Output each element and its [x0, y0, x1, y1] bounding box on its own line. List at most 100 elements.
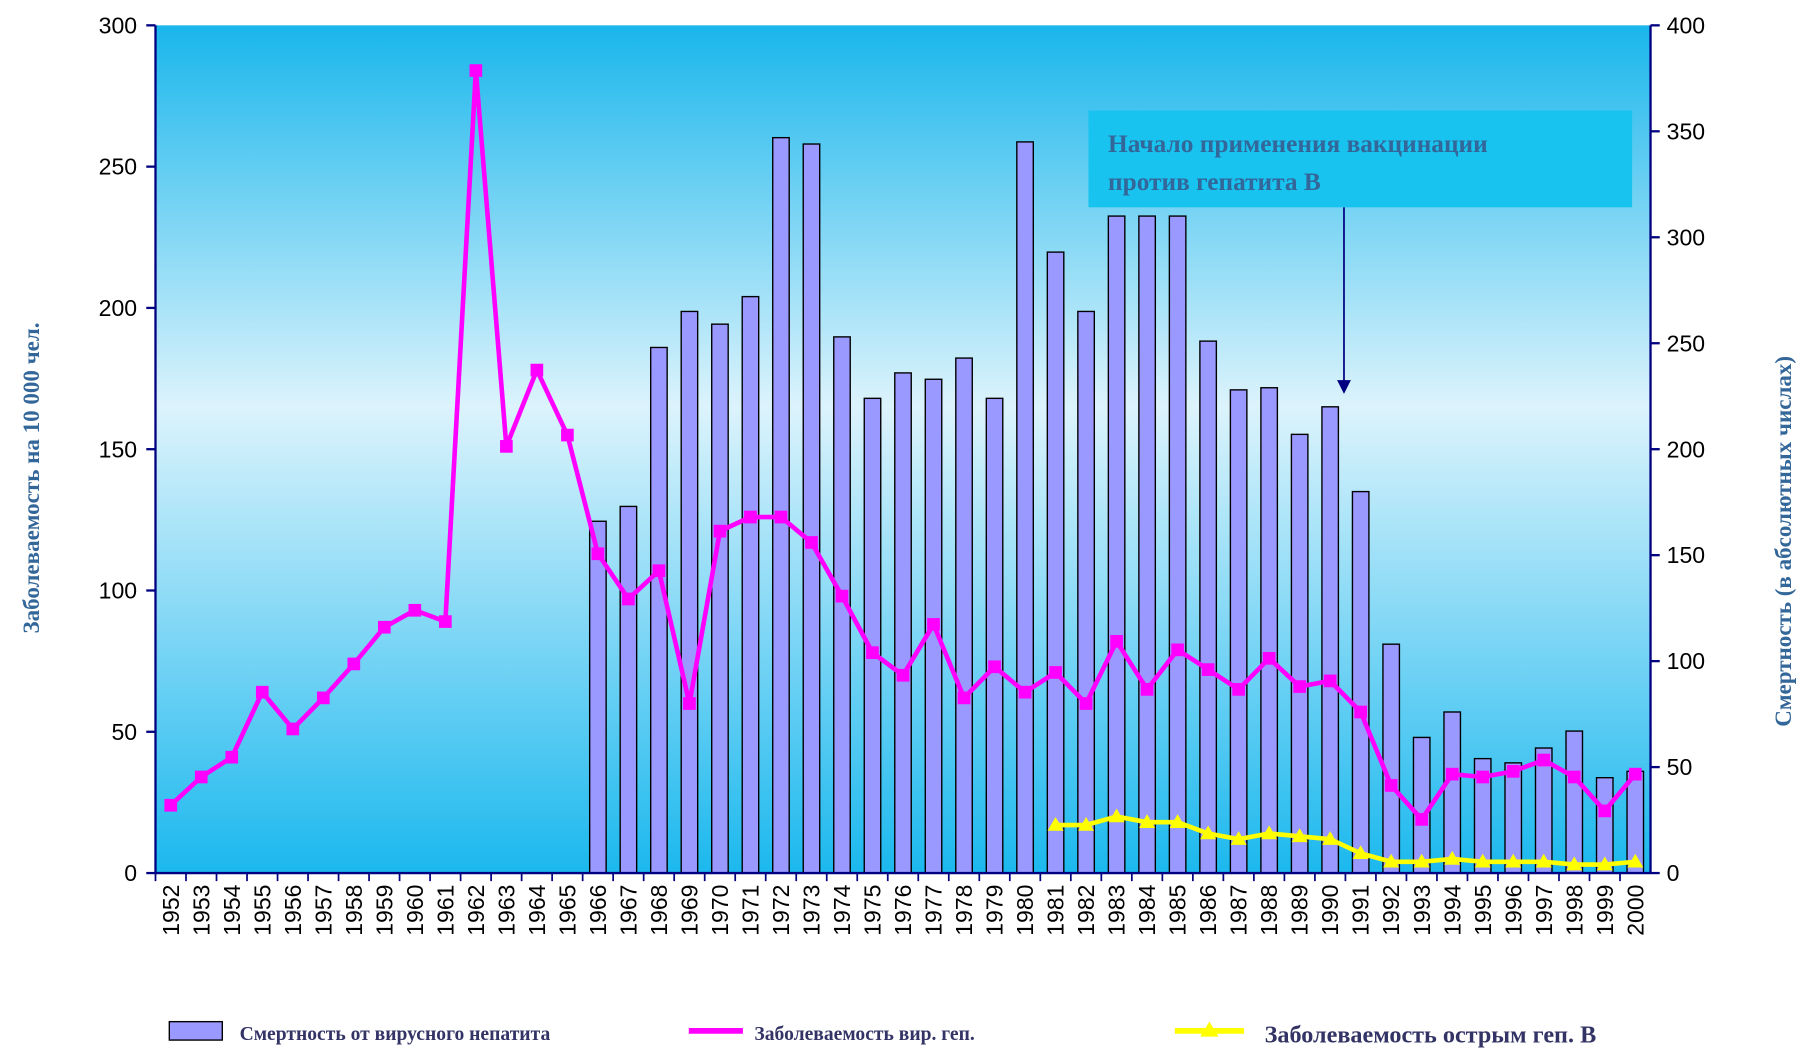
- bar: [1443, 711, 1462, 874]
- x-tick-label: 1967: [615, 885, 641, 936]
- x-tick-label: 1987: [1226, 885, 1252, 936]
- x-tick-label: 1997: [1531, 885, 1557, 936]
- point: [1323, 674, 1337, 688]
- y2-tick-label: 300: [1667, 224, 1705, 250]
- point: [622, 592, 635, 606]
- bar: [1016, 141, 1034, 874]
- x-tick-label: 1995: [1470, 885, 1496, 936]
- bar: [1351, 490, 1370, 874]
- point: [439, 615, 452, 628]
- point: [652, 564, 666, 578]
- point: [1535, 853, 1552, 868]
- annotation-text: Начало применения вакцинации: [1108, 130, 1488, 158]
- x-tick-label: 1999: [1592, 885, 1618, 936]
- point: [1049, 666, 1062, 679]
- y-tick-label: 150: [99, 436, 137, 462]
- point: [591, 547, 605, 561]
- point: [1047, 816, 1064, 831]
- y-axis-title: Заболеваемость на 10 000 чел.: [18, 322, 44, 633]
- point: [744, 510, 757, 524]
- bar: [1199, 340, 1218, 874]
- y-tick-label: 0: [124, 860, 137, 886]
- bar: [1168, 215, 1187, 874]
- x-tick-label: 1961: [432, 885, 458, 936]
- bar: [1077, 310, 1096, 874]
- x-tick-label: 1957: [310, 885, 336, 936]
- point: [469, 64, 483, 77]
- x-tick-label: 1978: [951, 885, 977, 936]
- x-tick-label: 1954: [219, 884, 245, 935]
- point: [683, 697, 696, 710]
- point: [1230, 831, 1247, 845]
- point: [1413, 853, 1430, 868]
- point: [1383, 853, 1400, 868]
- point: [1628, 767, 1642, 781]
- point: [866, 646, 879, 659]
- bar: [802, 143, 821, 874]
- point: [1171, 643, 1184, 657]
- x-tick-label: 1980: [1012, 885, 1038, 936]
- x-tick-label: 1960: [402, 885, 428, 936]
- x-tick-label: 1958: [341, 885, 367, 936]
- bar: [1260, 387, 1279, 874]
- x-tick-label: 1984: [1134, 884, 1160, 935]
- y2-tick-label: 400: [1667, 12, 1705, 38]
- bar: [619, 505, 638, 874]
- x-tick-label: 1998: [1561, 885, 1587, 936]
- point: [164, 798, 178, 812]
- point: [1110, 635, 1123, 648]
- y2-tick-label: 150: [1667, 542, 1705, 568]
- y2-tick-label: 0: [1667, 860, 1680, 886]
- x-tick-label: 1971: [738, 885, 764, 936]
- point: [805, 536, 818, 549]
- bar: [1107, 215, 1126, 874]
- x-tick-label: 1994: [1439, 884, 1465, 935]
- point: [713, 524, 727, 538]
- point: [1018, 685, 1032, 699]
- x-tick-label: 1969: [676, 885, 702, 936]
- x-tick-label: 1996: [1500, 885, 1526, 936]
- bar: [772, 136, 790, 874]
- point: [1261, 825, 1278, 840]
- point: [927, 618, 940, 631]
- bar: [1229, 389, 1248, 874]
- point: [1476, 770, 1490, 784]
- point: [1201, 663, 1215, 676]
- x-tick-label: 1965: [554, 885, 580, 936]
- bar: [1290, 433, 1309, 874]
- x-tick-label: 1991: [1348, 885, 1374, 936]
- bar: [1046, 251, 1065, 874]
- x-tick-label: 1955: [249, 885, 275, 936]
- point: [408, 603, 422, 617]
- x-tick-label: 1970: [707, 885, 733, 936]
- y-tick-label: 100: [99, 578, 137, 604]
- point: [1567, 770, 1581, 784]
- y2-tick-label: 350: [1667, 118, 1705, 144]
- x-tick-label: 1977: [921, 885, 947, 936]
- x-tick-label: 1966: [585, 885, 611, 936]
- x-tick-label: 1979: [982, 885, 1008, 936]
- bar: [1565, 730, 1584, 874]
- x-tick-label: 1956: [280, 885, 306, 936]
- x-tick-label: 1963: [493, 885, 519, 936]
- legend-label: Заболеваемость острым геп. В: [1265, 1021, 1597, 1048]
- point: [835, 589, 849, 603]
- annotation-arrowhead: [1337, 380, 1351, 394]
- point: [1139, 814, 1156, 828]
- point: [1506, 765, 1520, 778]
- point: [957, 691, 971, 705]
- point: [1140, 683, 1154, 696]
- bar: [1321, 406, 1340, 874]
- bar: [1382, 643, 1401, 874]
- bar: [711, 323, 729, 874]
- y2-tick-label: 250: [1667, 330, 1705, 356]
- point: [347, 657, 361, 671]
- x-tick-label: 1974: [829, 884, 855, 935]
- point: [1566, 856, 1583, 871]
- bar: [1138, 215, 1157, 874]
- point: [1200, 825, 1217, 840]
- bar: [863, 397, 882, 874]
- x-tick-label: 1993: [1409, 885, 1435, 936]
- point: [1537, 753, 1551, 767]
